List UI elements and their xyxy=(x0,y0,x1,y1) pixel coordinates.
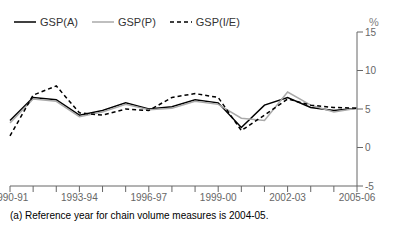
svg-text:0: 0 xyxy=(365,142,371,153)
svg-text:1999-00: 1999-00 xyxy=(200,192,237,203)
svg-text:5: 5 xyxy=(365,104,371,115)
html-text:GSP(P): GSP(P) xyxy=(117,16,156,28)
svg-text:2002-03: 2002-03 xyxy=(269,192,306,203)
svg-text:15: 15 xyxy=(365,27,377,38)
svg-text:1993-94: 1993-94 xyxy=(61,192,98,203)
html-text:(a) Reference year for chain v: (a) Reference year for chain volume meas… xyxy=(10,210,269,221)
svg-text:2005-06: 2005-06 xyxy=(339,192,376,203)
svg-text:10: 10 xyxy=(365,65,377,76)
svg-text:-5: -5 xyxy=(365,181,374,192)
svg-text:1990-91: 1990-91 xyxy=(8,192,29,203)
html-text:GSP(I/E): GSP(I/E) xyxy=(195,16,240,28)
svg-text:%: % xyxy=(369,16,379,28)
html-text:GSP(A): GSP(A) xyxy=(40,16,78,28)
svg-text:1996-97: 1996-97 xyxy=(130,192,167,203)
